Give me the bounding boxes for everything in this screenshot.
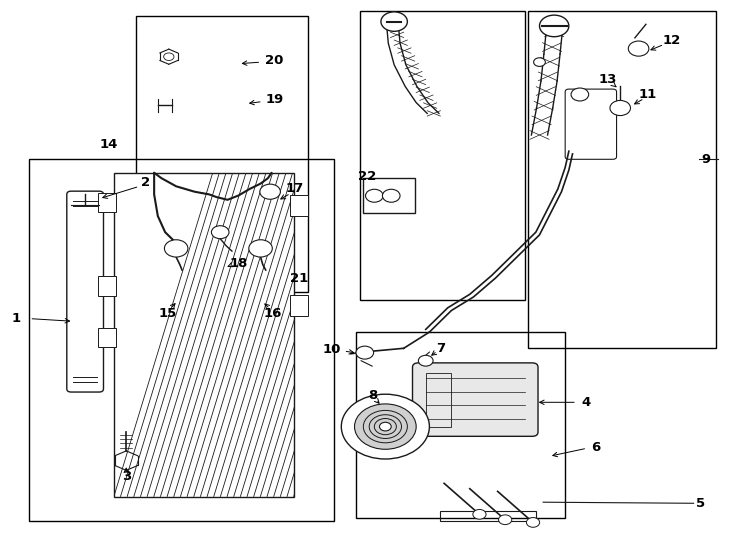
Text: 20: 20 [265, 54, 284, 67]
Text: 15: 15 [159, 307, 176, 320]
Text: 19: 19 [266, 93, 283, 106]
Text: 8: 8 [368, 389, 377, 402]
Bar [290, 295, 308, 316]
Circle shape [379, 422, 391, 431]
Circle shape [473, 509, 486, 519]
Text: 12: 12 [663, 34, 680, 47]
Circle shape [628, 41, 649, 56]
Bar [29, 159, 334, 521]
Text: 10: 10 [322, 343, 341, 356]
Text: 16: 16 [264, 307, 283, 320]
Circle shape [211, 226, 229, 239]
Circle shape [341, 394, 429, 459]
Circle shape [355, 404, 416, 449]
Circle shape [418, 355, 433, 366]
Circle shape [498, 515, 512, 524]
Text: 18: 18 [229, 257, 248, 270]
FancyBboxPatch shape [67, 191, 103, 392]
Bar [360, 11, 525, 300]
Text: 11: 11 [639, 88, 656, 101]
Text: 14: 14 [99, 138, 118, 151]
Text: 21: 21 [291, 272, 308, 285]
Text: 5: 5 [697, 497, 705, 510]
Text: 9: 9 [702, 153, 711, 166]
Circle shape [366, 189, 383, 202]
Circle shape [381, 12, 407, 31]
Bar [363, 178, 415, 213]
Circle shape [260, 184, 280, 199]
Bar [528, 11, 716, 348]
Text: 1: 1 [12, 312, 21, 325]
Circle shape [571, 88, 589, 101]
Circle shape [164, 240, 188, 257]
Circle shape [539, 15, 569, 37]
Text: 13: 13 [598, 73, 617, 86]
Bar [98, 328, 116, 347]
Bar [98, 193, 116, 212]
Bar [426, 373, 451, 427]
Circle shape [610, 100, 631, 116]
Text: 3: 3 [122, 470, 131, 483]
FancyBboxPatch shape [413, 363, 538, 436]
Text: 6: 6 [592, 441, 600, 454]
Text: 22: 22 [358, 170, 376, 183]
Bar [114, 173, 294, 497]
Text: 2: 2 [141, 176, 150, 189]
Circle shape [534, 58, 545, 66]
Bar [356, 332, 565, 518]
Circle shape [164, 53, 174, 60]
Text: 17: 17 [286, 183, 304, 195]
Bar [136, 16, 308, 292]
Text: 7: 7 [436, 342, 445, 355]
Bar [290, 195, 308, 216]
Bar [440, 511, 536, 521]
Circle shape [356, 346, 374, 359]
Circle shape [249, 240, 272, 257]
Bar [98, 276, 116, 296]
Text: 4: 4 [581, 396, 590, 409]
Circle shape [382, 189, 400, 202]
Circle shape [526, 517, 539, 527]
